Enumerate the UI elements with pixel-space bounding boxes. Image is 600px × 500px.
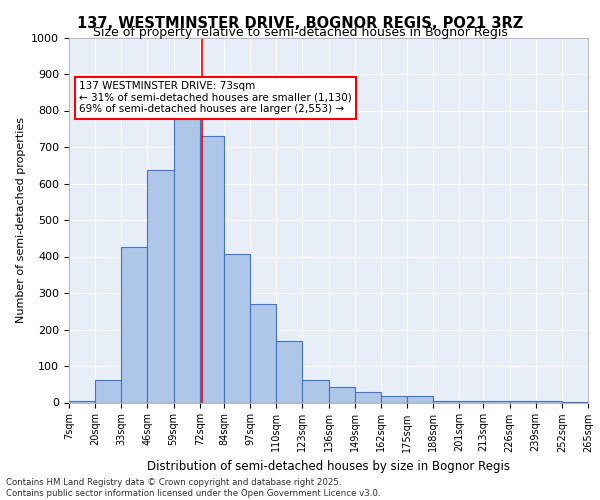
Y-axis label: Number of semi-detached properties: Number of semi-detached properties (16, 117, 26, 323)
Text: Contains HM Land Registry data © Crown copyright and database right 2025.
Contai: Contains HM Land Registry data © Crown c… (6, 478, 380, 498)
X-axis label: Distribution of semi-detached houses by size in Bognor Regis: Distribution of semi-detached houses by … (147, 460, 510, 473)
Bar (173, 105, 200, 403)
Text: 137, WESTMINSTER DRIVE, BOGNOR REGIS, PO21 3RZ: 137, WESTMINSTER DRIVE, BOGNOR REGIS, PO… (77, 16, 523, 31)
Text: Size of property relative to semi-detached houses in Bognor Regis: Size of property relative to semi-detach… (92, 26, 508, 39)
Bar (381, 396, 407, 402)
Bar (250, 304, 276, 402)
Bar (302, 380, 329, 402)
Bar (276, 341, 302, 402)
Bar (148, 170, 173, 402)
Bar (329, 387, 355, 402)
Bar (69, 400, 95, 402)
Bar (95, 380, 121, 402)
Bar (433, 400, 459, 402)
Bar (407, 396, 433, 402)
Bar (355, 392, 381, 402)
Bar (224, 254, 250, 402)
Text: 137 WESTMINSTER DRIVE: 73sqm
← 31% of semi-detached houses are smaller (1,130)
6: 137 WESTMINSTER DRIVE: 73sqm ← 31% of se… (79, 82, 352, 114)
Bar (121, 248, 148, 402)
Bar (459, 400, 484, 402)
Bar (200, 136, 224, 402)
